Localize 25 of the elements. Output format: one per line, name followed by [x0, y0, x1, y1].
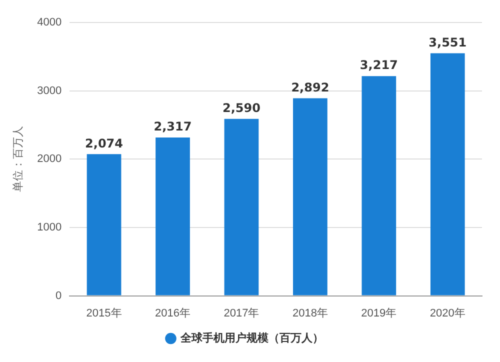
data-label: 2,590 [222, 101, 260, 116]
legend-label: 全球手机用户规模（百万人） [179, 331, 324, 344]
data-label: 3,217 [360, 58, 398, 72]
data-label: 2,317 [154, 120, 192, 134]
x-tick-label: 2020年 [430, 307, 466, 320]
bar [86, 154, 122, 296]
bar [156, 138, 190, 296]
data-label: 2,892 [291, 80, 330, 94]
x-tick-label: 2016年 [155, 307, 190, 320]
x-tick-label: 2019年 [361, 307, 397, 320]
data-label: 3,551 [428, 35, 467, 50]
x-tick-label: 2015年 [86, 307, 122, 320]
x-tick-label: 2017年 [224, 307, 260, 320]
y-tick-label: 3000 [37, 84, 62, 97]
bar [362, 76, 396, 296]
bar [430, 53, 465, 296]
data-label: 2,074 [85, 136, 124, 150]
y-tick-label: 4000 [37, 16, 62, 29]
x-tick-label: 2018年 [292, 307, 328, 320]
y-axis-title: 单位：百万人 [12, 126, 25, 192]
y-tick-label: 0 [56, 290, 62, 302]
y-tick-label: 1000 [37, 222, 62, 234]
bar [293, 98, 328, 296]
y-tick-label: 2000 [37, 153, 62, 166]
bar [224, 118, 259, 296]
